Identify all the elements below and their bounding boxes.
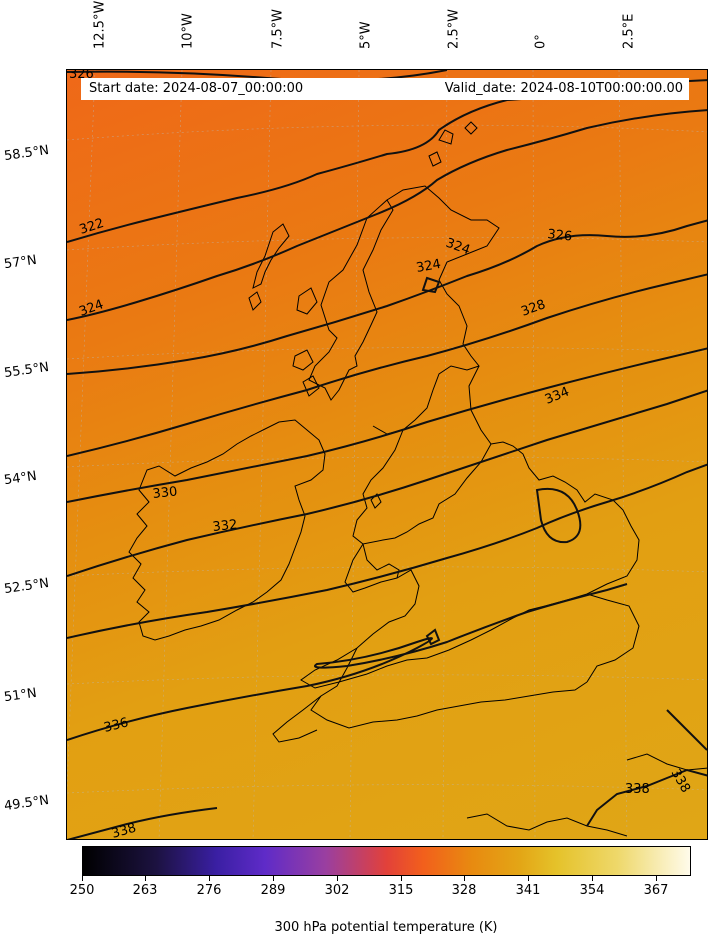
colorbar-tick-label: 328 [451, 883, 477, 898]
start-date-label: Start date: 2024-08-07_00:00:00 [89, 81, 304, 96]
map-graphic: 326 322 324 324 324 326 328 334 330 332 … [67, 70, 707, 840]
contour-322 [67, 79, 707, 243]
date-info-box: Start date: 2024-08-07_00:00:00 Valid_da… [81, 78, 689, 100]
northern-england-coast [352, 365, 492, 545]
contour-326 [67, 219, 707, 375]
colorbar-tick [528, 876, 529, 881]
clabel-326: 326 [547, 227, 573, 245]
clabel-324-mid: 324 [415, 257, 442, 276]
skye [296, 287, 318, 315]
islay [302, 375, 320, 397]
south-coast [310, 647, 588, 729]
colorbar-tick [401, 876, 402, 881]
contour-332 [67, 389, 707, 577]
contour-334 [67, 463, 707, 639]
coastlines [128, 121, 707, 837]
colorbar-tick [592, 876, 593, 881]
colorbar-tick [82, 876, 83, 881]
lat-label-57n: 57°N [3, 252, 38, 273]
clabel-336: 336 [102, 715, 130, 736]
colorbar [82, 846, 691, 876]
contour-326-top [67, 70, 448, 82]
colorbar-title: 300 hPa potential temperature (K) [274, 920, 498, 935]
colorbar-tick [273, 876, 274, 881]
outer-hebrides [252, 223, 290, 289]
lat-label-52-5n: 52.5°N [3, 575, 50, 598]
lat-label-49-5n: 49.5°N [3, 792, 50, 815]
lat-label-51n: 51°N [3, 685, 38, 706]
colorbar-tick [209, 876, 210, 881]
colorbar-tick-label: 276 [196, 883, 222, 898]
map-panel: 326 322 324 324 324 326 328 334 330 332 … [66, 69, 708, 840]
lon-label-0: 0° [533, 34, 549, 49]
valid-date-label: Valid_date: 2024-08-10T00:00:00.00 [444, 81, 683, 96]
clabel-324-east: 324 [444, 236, 472, 259]
lon-label-10w: 10°W [180, 13, 196, 49]
contour-338-sw [67, 807, 218, 839]
isentropes [67, 70, 707, 839]
lon-label-7-5w: 7.5°W [270, 8, 286, 49]
lon-label-5w: 5°W [358, 21, 374, 49]
contour-324 [67, 109, 707, 321]
clabel-330: 330 [152, 484, 178, 502]
clabel-324-west: 324 [77, 297, 105, 320]
contour-338-se [586, 768, 707, 827]
brittany-coast [466, 813, 628, 837]
colorbar-tick-label: 341 [515, 883, 541, 898]
colorbar-tick [464, 876, 465, 881]
contour-small-loop [421, 276, 441, 294]
colorbar-tick-label: 289 [260, 883, 286, 898]
contour-small-loop-2 [425, 628, 441, 646]
colorbar-tick-label: 263 [132, 883, 158, 898]
lon-label-12-5w: 12.5°W [92, 0, 108, 49]
clabel-332: 332 [212, 517, 238, 535]
northern-isle-2 [428, 151, 442, 167]
northern-isle-3 [464, 121, 478, 135]
scottish-highlands-west [308, 199, 394, 401]
england-south-east [300, 441, 640, 689]
scottish-east-coast [372, 185, 500, 435]
ireland [128, 419, 326, 641]
clabel-322: 322 [78, 216, 106, 238]
colorbar-tick-label: 367 [643, 883, 669, 898]
colorbar-tick-label: 315 [388, 883, 414, 898]
northern-isle-1 [438, 129, 454, 145]
lat-label-58-5n: 58.5°N [3, 142, 50, 165]
colorbar-tick [145, 876, 146, 881]
clabel-338-sw: 338 [110, 821, 138, 840]
cornwall [272, 695, 322, 743]
hebrides-south [248, 291, 262, 311]
colorbar-tick-label: 354 [579, 883, 605, 898]
colorbar-tick [656, 876, 657, 881]
lon-label-2-5e: 2.5°E [621, 13, 637, 49]
contour-336 [67, 583, 628, 741]
clabel-328: 328 [519, 297, 547, 320]
contour-328 [67, 273, 707, 457]
lon-label-2-5w: 2.5°W [446, 8, 462, 49]
contour-330 [67, 347, 707, 503]
contour-labels: 326 322 324 324 324 326 328 334 330 332 … [69, 70, 693, 840]
graticule [67, 70, 707, 839]
clabel-338-se: 338 [625, 782, 650, 797]
lat-label-54n: 54°N [3, 468, 38, 489]
lat-label-55-5n: 55.5°N [3, 359, 50, 382]
colorbar-tick-label: 250 [69, 883, 95, 898]
mull [292, 349, 314, 371]
france-coast [626, 753, 707, 771]
colorbar-tick-label: 302 [324, 883, 350, 898]
east-anglia [586, 593, 640, 683]
contour-338-east [666, 709, 707, 751]
contour-closed-loop [535, 488, 582, 544]
colorbar-tick [337, 876, 338, 881]
